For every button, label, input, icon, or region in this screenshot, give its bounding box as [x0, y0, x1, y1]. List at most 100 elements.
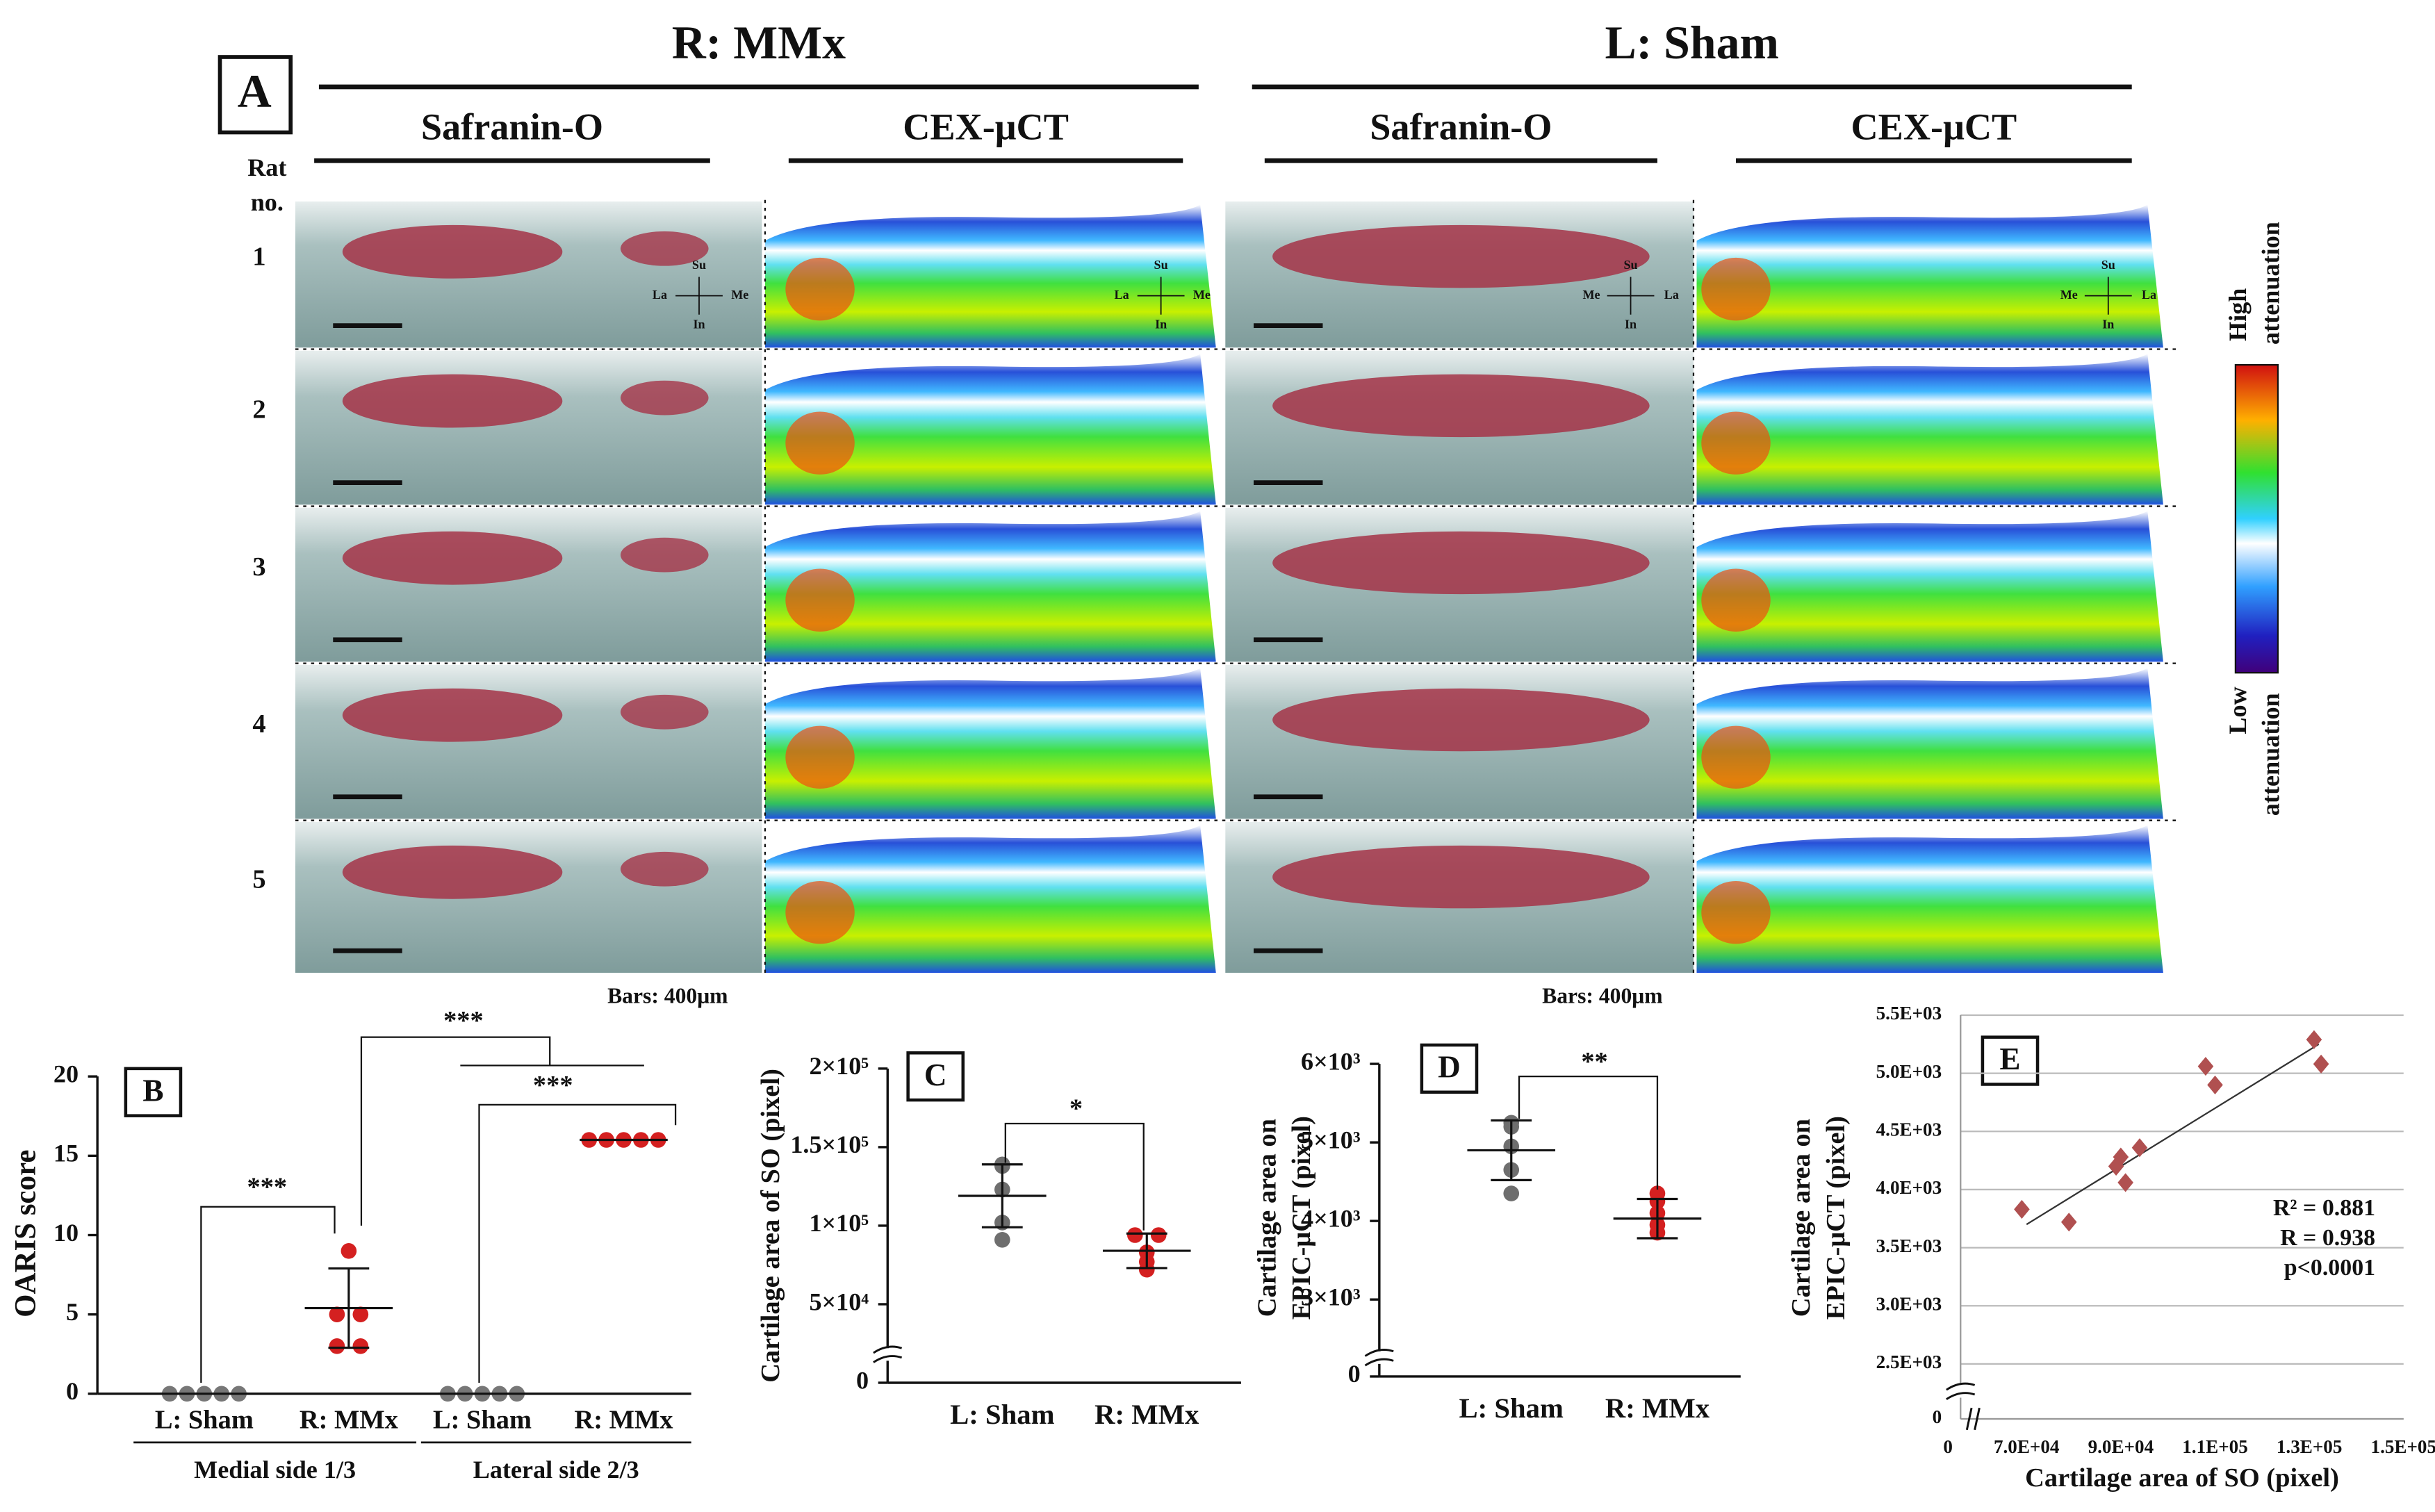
panel-label: E	[1999, 1042, 2020, 1076]
y-axis-label: EPIC-μCT (pixel)	[1287, 1116, 1316, 1320]
ct-hot	[785, 725, 855, 789]
y-tick-label: 20	[54, 1060, 79, 1087]
ct-image	[1696, 204, 2163, 348]
ct-image	[764, 668, 1216, 819]
y-tick-label: 5.5E+03	[1876, 1003, 1942, 1024]
y-tick-label: 0	[66, 1377, 79, 1405]
ct-hot	[1701, 568, 1771, 632]
data-point	[352, 1306, 369, 1322]
ct-image	[1696, 511, 2163, 662]
label: Low	[2224, 687, 2252, 734]
data-point	[2131, 1138, 2148, 1158]
stain	[620, 537, 709, 573]
row-number: 2	[252, 395, 265, 425]
histology-image	[295, 821, 762, 973]
y-tick-label: 2×10⁵	[809, 1052, 869, 1080]
y-tick-label: 3.5E+03	[1876, 1235, 1942, 1256]
data-point	[329, 1338, 345, 1354]
annotation: R = 0.938	[2280, 1225, 2375, 1251]
y-axis-label: Cartilage area of SO (pixel)	[756, 1069, 785, 1383]
data-point	[2113, 1147, 2129, 1167]
label: Rat	[247, 154, 286, 181]
scale-note: Bars: 400μm	[607, 983, 728, 1008]
stain	[1272, 688, 1650, 752]
label: In	[693, 318, 705, 331]
ct-image	[764, 204, 1216, 348]
stain	[342, 531, 563, 585]
significance-bracket	[478, 1103, 677, 1383]
label: In	[1625, 318, 1637, 331]
y-tick-label: 5×10³	[1301, 1126, 1361, 1153]
panel-label-box	[1420, 1043, 1479, 1094]
significance-label: ***	[247, 1173, 287, 1202]
label: In	[2102, 318, 2114, 331]
ct-image	[1696, 668, 2163, 819]
label: Me	[1582, 288, 1600, 302]
label: La	[2142, 288, 2156, 302]
y-tick-label: 15	[54, 1140, 79, 1167]
histology-image	[295, 507, 762, 662]
x-tick-label: 1.5E+05	[2371, 1436, 2435, 1457]
significance-label: ***	[533, 1071, 573, 1100]
panel-label-box	[906, 1051, 965, 1102]
panel-label-box	[124, 1067, 183, 1117]
label: In	[1155, 318, 1167, 331]
scale-note: Bars: 400μm	[1542, 983, 1662, 1008]
column-title: CEX-μCT	[903, 106, 1069, 148]
data-point	[1150, 1227, 1167, 1243]
y-tick-label: 10	[54, 1219, 79, 1247]
label: High	[2224, 288, 2252, 341]
label: Me	[1193, 288, 1211, 302]
significance-label: ***	[443, 1006, 484, 1035]
y-tick-label: 0	[856, 1366, 869, 1394]
y-tick-label: 1.5×10⁵	[790, 1131, 869, 1158]
histology-image	[295, 664, 762, 819]
ct-image	[764, 511, 1216, 662]
y-tick-label: 1×10⁵	[809, 1209, 869, 1237]
y-tick-label: 4.0E+03	[1876, 1177, 1942, 1198]
y-tick-label: 5	[66, 1298, 79, 1326]
stain	[342, 374, 563, 428]
y-axis-label: EPIC-μCT (pixel)	[1821, 1116, 1851, 1320]
significance-bracket	[200, 1206, 336, 1383]
column-title: Safranin-O	[421, 106, 603, 148]
column-title: CEX-μCT	[1851, 106, 2017, 148]
ct-hot	[785, 411, 855, 475]
label: no.	[251, 188, 284, 216]
label: Su	[2101, 258, 2115, 272]
ct-hot	[785, 568, 855, 632]
significance-label: **	[1581, 1047, 1607, 1076]
x-tick-label: R: MMx	[300, 1405, 398, 1434]
y-tick-label: 4×10³	[1301, 1204, 1361, 1232]
label: Su	[692, 258, 706, 272]
stain	[342, 688, 563, 742]
data-point	[2117, 1173, 2133, 1192]
y-tick-label: 2.5E+03	[1876, 1351, 1942, 1372]
data-point	[341, 1243, 357, 1259]
label: Me	[2060, 288, 2078, 302]
panel-label: C	[924, 1058, 947, 1092]
x-tick-label: L: Sham	[950, 1399, 1054, 1430]
significance-bracket	[360, 1036, 644, 1226]
stain	[1272, 845, 1650, 909]
row-number: 5	[252, 865, 265, 894]
colorbar	[2234, 363, 2279, 674]
ct-image	[764, 354, 1216, 505]
axis-break	[873, 1345, 903, 1363]
panel-label: D	[1438, 1050, 1461, 1085]
ct-image	[1696, 354, 2163, 505]
y-tick-label: 3.0E+03	[1876, 1293, 1942, 1314]
stain	[620, 380, 709, 416]
label: A	[238, 65, 272, 117]
row-number: 3	[252, 552, 265, 582]
data-point	[2060, 1213, 2077, 1232]
group-title: R: MMx	[672, 17, 846, 69]
stain	[1272, 224, 1650, 288]
stain	[620, 851, 709, 887]
x-tick-label: R: MMx	[575, 1405, 673, 1434]
x-tick-label: 0	[1943, 1436, 1953, 1457]
label: La	[1115, 288, 1129, 302]
y-axis-label: OARIS score	[10, 1150, 42, 1317]
label: La	[1664, 288, 1679, 302]
y-tick-label: 4.5E+03	[1876, 1119, 1942, 1140]
